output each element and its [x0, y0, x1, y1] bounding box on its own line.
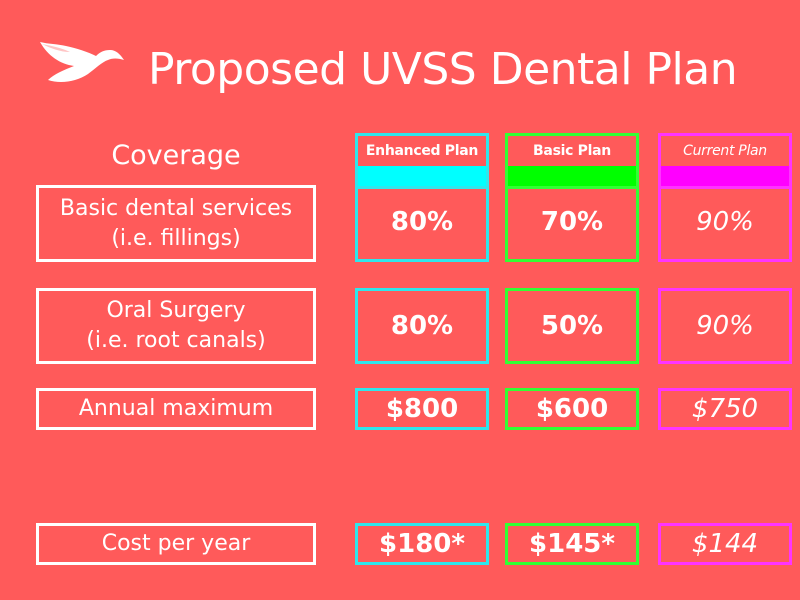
value-basic-oral-surgery: 50% [505, 288, 639, 364]
value-basic-annual-maximum: $600 [505, 388, 639, 430]
value-basic-basic-services: 70% [505, 185, 639, 262]
plan-swatch-current [661, 166, 789, 186]
value-basic-cost-per-year: $145* [505, 523, 639, 565]
value-current-basic-services: 90% [658, 185, 792, 262]
plan-name-basic: Basic Plan [533, 143, 611, 159]
row-label-cost-per-year: Cost per year [36, 523, 316, 565]
row-label-line2: (i.e. root canals) [86, 328, 266, 353]
plan-header-enhanced: Enhanced Plan [355, 133, 489, 189]
plan-name-current: Current Plan [683, 143, 767, 159]
swallow-bird-icon [38, 34, 128, 94]
plan-header-current: Current Plan [658, 133, 792, 189]
plan-swatch-basic [508, 166, 636, 186]
value-enhanced-oral-surgery: 80% [355, 288, 489, 364]
row-label-basic-services: Basic dental services (i.e. fillings) [36, 185, 316, 262]
plan-swatch-enhanced [358, 166, 486, 186]
row-label-line1: Annual maximum [78, 396, 274, 421]
value-enhanced-annual-maximum: $800 [355, 388, 489, 430]
value-enhanced-cost-per-year: $180* [355, 523, 489, 565]
value-current-oral-surgery: 90% [658, 288, 792, 364]
row-label-line1: Oral Surgery [106, 298, 246, 323]
value-current-cost-per-year: $144 [658, 523, 792, 565]
row-label-line1: Basic dental services [59, 195, 293, 221]
row-label-line2: (i.e. fillings) [111, 225, 241, 251]
plan-name-enhanced: Enhanced Plan [365, 143, 479, 159]
coverage-heading: Coverage [111, 140, 241, 171]
plan-header-basic: Basic Plan [505, 133, 639, 189]
row-label-oral-surgery: Oral Surgery (i.e. root canals) [36, 288, 316, 364]
row-label-line1: Cost per year [101, 531, 251, 556]
value-enhanced-basic-services: 80% [355, 185, 489, 262]
row-label-annual-maximum: Annual maximum [36, 388, 316, 430]
value-current-annual-maximum: $750 [658, 388, 792, 430]
page-title: Proposed UVSS Dental Plan [148, 44, 738, 95]
